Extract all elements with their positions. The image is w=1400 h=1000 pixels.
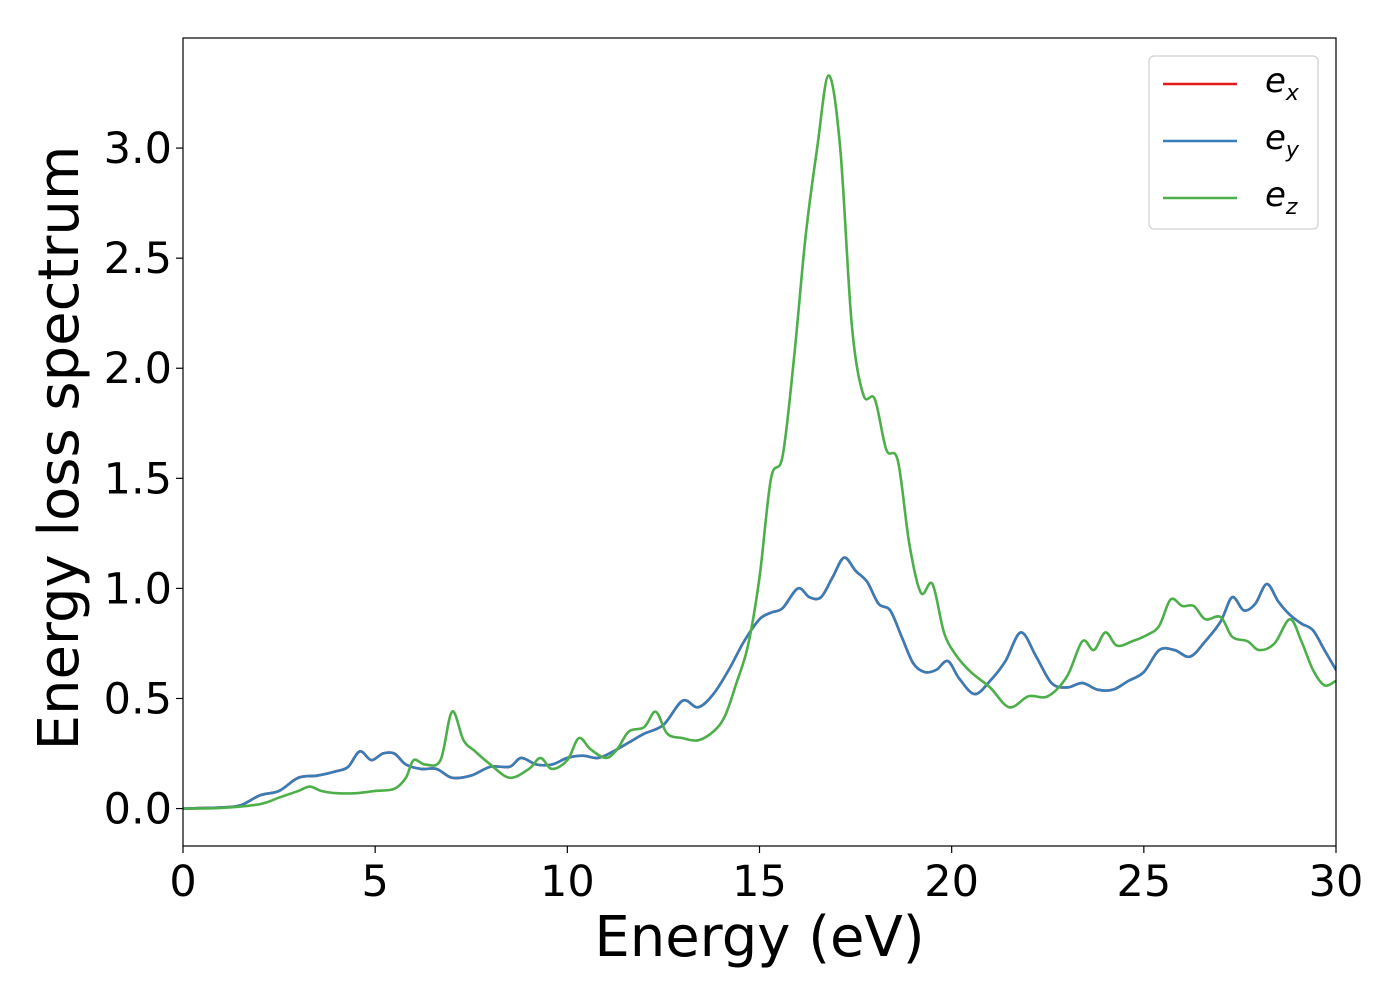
series-line-y	[183, 556, 1336, 810]
legend-label-base: e	[1265, 61, 1286, 101]
y-tick-label: 2.0	[104, 344, 172, 394]
x-tick-label: 25	[1116, 857, 1171, 907]
x-axis-label: Energy (eV)	[594, 905, 924, 970]
x-tick-label: 20	[924, 857, 979, 907]
y-tick-label: 0.5	[104, 674, 172, 724]
x-tick-label: 15	[732, 857, 787, 907]
x-tick-label: 30	[1309, 857, 1364, 907]
y-tick-label: 1.0	[104, 564, 172, 614]
legend-label-z: ez	[1265, 175, 1298, 220]
x-tick-label: 5	[361, 857, 388, 907]
series-line-z	[183, 74, 1336, 810]
legend-label-base: e	[1265, 118, 1286, 158]
y-tick-label: 0.0	[104, 785, 172, 835]
legend-label-sub: z	[1285, 195, 1298, 220]
legend-label-base: e	[1265, 175, 1286, 215]
x-tick-label: 0	[169, 857, 196, 907]
series-layer	[183, 74, 1336, 810]
series-line-x	[183, 556, 1336, 810]
y-axis-label: Energy loss spectrum	[27, 146, 92, 751]
legend-label-x: ex	[1265, 61, 1300, 106]
ticks-layer: 0 5 10 15 20 25 30 0.0 0.5 1.0 1.5 2.0 2.5 3.0	[104, 124, 1364, 907]
legend-label-sub: y	[1285, 138, 1300, 163]
legend-box	[1148, 55, 1319, 230]
legend-label-y: ey	[1265, 118, 1300, 163]
y-tick-label: 2.5	[104, 234, 172, 284]
y-tick-label: 1.5	[104, 454, 172, 504]
y-tick-label: 3.0	[104, 124, 172, 174]
x-tick-label: 10	[540, 857, 595, 907]
legend-label-sub: x	[1285, 81, 1300, 106]
